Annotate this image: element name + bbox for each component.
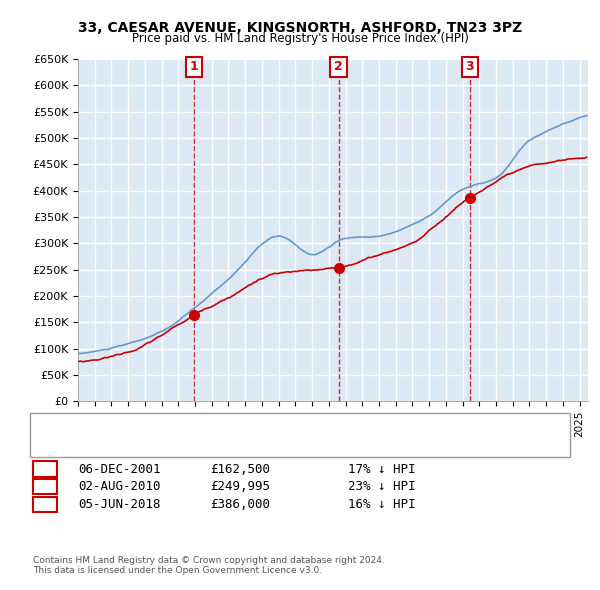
Text: £162,500: £162,500 [210, 463, 270, 476]
Text: 02-AUG-2010: 02-AUG-2010 [78, 480, 161, 493]
Text: 3: 3 [41, 498, 49, 511]
Text: ——: —— [54, 431, 71, 445]
Text: 06-DEC-2001: 06-DEC-2001 [78, 463, 161, 476]
Text: Price paid vs. HM Land Registry's House Price Index (HPI): Price paid vs. HM Land Registry's House … [131, 32, 469, 45]
Text: 33, CAESAR AVENUE, KINGSNORTH, ASHFORD, TN23 3PZ (detached house): 33, CAESAR AVENUE, KINGSNORTH, ASHFORD, … [84, 418, 476, 428]
Text: HPI: Average price, detached house, Ashford: HPI: Average price, detached house, Ashf… [84, 433, 317, 442]
Text: 23% ↓ HPI: 23% ↓ HPI [348, 480, 415, 493]
Text: 17% ↓ HPI: 17% ↓ HPI [348, 463, 415, 476]
Text: £249,995: £249,995 [210, 480, 270, 493]
Text: Contains HM Land Registry data © Crown copyright and database right 2024.
This d: Contains HM Land Registry data © Crown c… [33, 556, 385, 575]
Text: 1: 1 [190, 60, 198, 73]
Text: £386,000: £386,000 [210, 498, 270, 511]
Text: ——: —— [54, 416, 71, 430]
Text: 33, CAESAR AVENUE, KINGSNORTH, ASHFORD, TN23 3PZ: 33, CAESAR AVENUE, KINGSNORTH, ASHFORD, … [78, 21, 522, 35]
Text: 2: 2 [41, 480, 49, 493]
Text: 2: 2 [334, 60, 343, 73]
Text: 05-JUN-2018: 05-JUN-2018 [78, 498, 161, 511]
Text: 3: 3 [466, 60, 474, 73]
Text: 1: 1 [41, 463, 49, 476]
Text: 16% ↓ HPI: 16% ↓ HPI [348, 498, 415, 511]
